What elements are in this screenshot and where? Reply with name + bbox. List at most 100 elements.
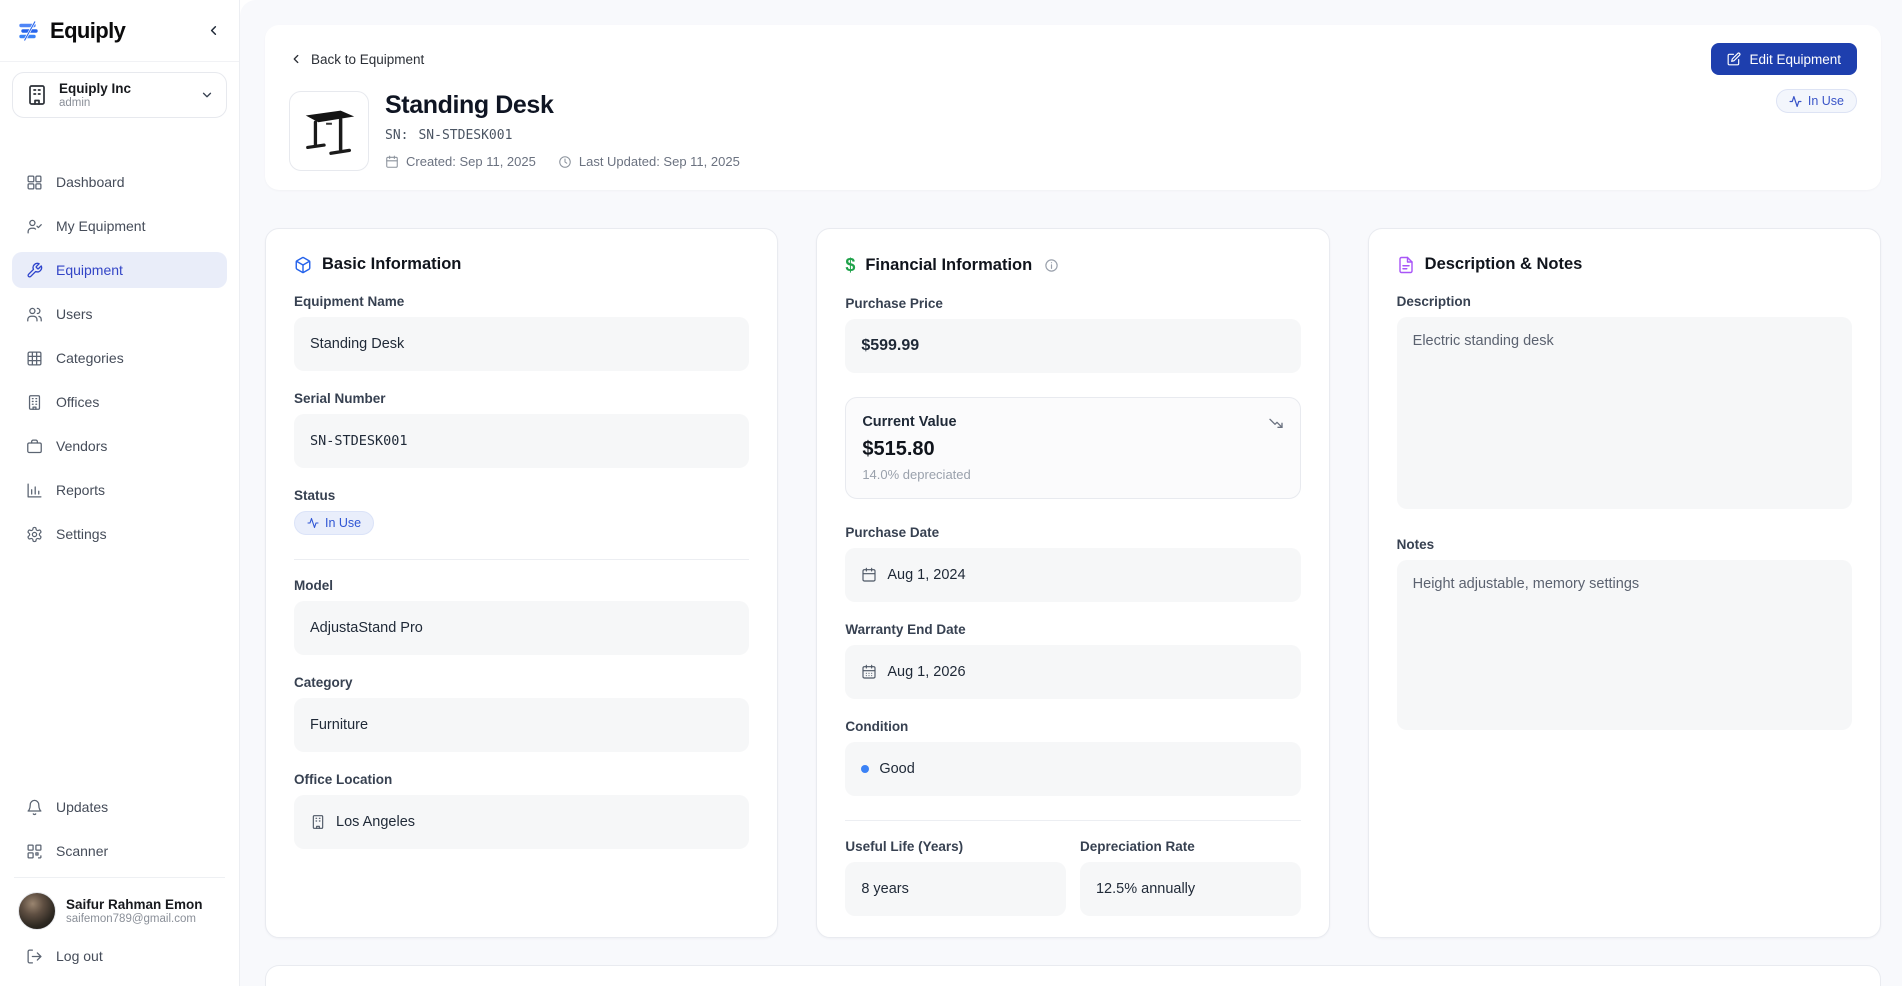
org-name: Equiply Inc (59, 81, 132, 96)
users-icon (26, 306, 43, 323)
field-label: Purchase Price (845, 296, 943, 311)
model-field: AdjustaStand Pro (294, 601, 750, 655)
sidebar-item-dashboard[interactable]: Dashboard (12, 164, 227, 200)
card-title: Basic Information (322, 255, 462, 273)
user-profile[interactable]: Saifur Rahman Emon saifemon789@gmail.com (12, 888, 227, 938)
equiply-logo-icon (16, 17, 44, 45)
chevron-left-icon (289, 52, 303, 66)
calendar-icon (861, 567, 877, 583)
field-label: Notes (1396, 537, 1435, 552)
created-date: Created: Sep 11, 2025 (385, 154, 536, 169)
calendar-days-icon (861, 664, 877, 680)
brand-name: Equiply (50, 17, 126, 43)
page-title: Standing Desk (385, 91, 554, 119)
sidebar-item-vendors[interactable]: Vendors (12, 428, 227, 464)
office-location-field: Los Angeles (294, 795, 750, 849)
logout-label: Log out (56, 948, 103, 964)
grid-icon (26, 350, 43, 367)
org-selector[interactable]: Equiply Inc admin (12, 72, 227, 118)
condition-dot-icon (861, 765, 870, 773)
activity-icon (1789, 95, 1802, 108)
category-field: Furniture (294, 698, 750, 752)
building-icon (310, 814, 326, 830)
serial-number-row: SN: SN-STDESK001 (385, 128, 513, 143)
sidebar-item-equipment[interactable]: Equipment (12, 252, 227, 288)
bar-chart-icon (26, 482, 43, 499)
card-title: Financial Information (865, 256, 1033, 274)
info-icon[interactable] (1044, 258, 1059, 273)
sidebar-item-label: My Equipment (56, 218, 146, 234)
sidebar-item-label: Categories (56, 350, 124, 366)
edit-equipment-button[interactable]: Edit Equipment (1711, 43, 1857, 75)
sidebar-item-label: Offices (56, 394, 100, 410)
sidebar-item-label: Vendors (56, 438, 108, 454)
serial-number-value: SN-STDESK001 (418, 128, 513, 143)
serial-number-field: SN-STDESK001 (294, 414, 750, 468)
sidebar-item-scanner[interactable]: Scanner (12, 833, 227, 869)
trending-down-icon (1268, 414, 1284, 430)
user-check-icon (26, 218, 43, 235)
basic-information-card: Basic Information Equipment Name Standin… (265, 228, 779, 938)
sidebar-item-updates[interactable]: Updates (12, 789, 227, 825)
divider (294, 559, 750, 560)
useful-life-field: 8 years (845, 862, 1066, 916)
clock-icon (558, 155, 572, 169)
description-field: Electric standing desk (1396, 317, 1852, 509)
divider (845, 820, 1301, 821)
org-building-icon (25, 83, 49, 107)
field-label: Status (294, 488, 336, 503)
notes-field: Height adjustable, memory settings (1396, 560, 1852, 730)
purchase-price-field: $599.99 (845, 319, 1301, 373)
depreciation-note: 14.0% depreciated (862, 467, 971, 482)
status-badge: In Use (294, 511, 375, 535)
logo-row: Equiply (0, 0, 239, 62)
depreciation-rate-field: 12.5% annually (1079, 862, 1301, 916)
standing-desk-image (305, 110, 355, 155)
next-section-card (265, 965, 1881, 986)
card-title: Description & Notes (1424, 255, 1583, 273)
sidebar-item-label: Users (56, 306, 93, 322)
current-value-panel: Current Value $515.80 14.0% depreciated (845, 397, 1301, 499)
sidebar-item-reports[interactable]: Reports (12, 472, 227, 508)
condition-field: Good (845, 742, 1301, 796)
sidebar-collapse-button[interactable] (206, 23, 221, 38)
back-to-equipment-link[interactable]: Back to Equipment (289, 52, 424, 67)
briefcase-icon (26, 438, 43, 455)
sidebar-item-settings[interactable]: Settings (12, 516, 227, 552)
equipment-thumbnail (289, 91, 369, 171)
sidebar-item-label: Dashboard (56, 174, 125, 190)
package-icon (294, 256, 312, 274)
sidebar-item-users[interactable]: Users (12, 296, 227, 332)
sidebar-item-label: Settings (56, 526, 107, 542)
chevron-down-icon (200, 88, 214, 102)
field-label: Model (294, 578, 333, 593)
field-label: Condition (845, 719, 909, 734)
financial-information-card: $ Financial Information Purchase Price $… (816, 228, 1330, 938)
field-label: Equipment Name (294, 294, 405, 309)
user-name: Saifur Rahman Emon (66, 897, 203, 912)
gear-icon (26, 526, 43, 543)
sidebar: Equiply Equiply Inc admin Dashboard (0, 0, 240, 986)
file-text-icon (1397, 256, 1415, 274)
sidebar-nav: Dashboard My Equipment Equipment Users C… (0, 118, 239, 560)
warranty-end-date-field: Aug 1, 2026 (845, 645, 1301, 699)
building-icon (26, 394, 43, 411)
purchase-date-field: Aug 1, 2024 (845, 548, 1301, 602)
avatar (18, 892, 56, 930)
sidebar-item-categories[interactable]: Categories (12, 340, 227, 376)
field-label: Purchase Date (845, 525, 940, 540)
sidebar-item-label: Scanner (56, 843, 109, 859)
field-label: Useful Life (Years) (845, 839, 964, 854)
qr-code-icon (26, 843, 43, 860)
dashboard-icon (26, 174, 43, 191)
field-label: Description (1396, 294, 1471, 309)
sidebar-item-label: Equipment (56, 262, 123, 278)
sidebar-item-label: Updates (56, 799, 109, 815)
user-email: saifemon789@gmail.com (66, 913, 196, 925)
edit-icon (1727, 52, 1741, 66)
logout-button[interactable]: Log out (12, 938, 227, 974)
field-label: Category (294, 675, 353, 690)
sidebar-item-my-equipment[interactable]: My Equipment (12, 208, 227, 244)
sidebar-item-offices[interactable]: Offices (12, 384, 227, 420)
last-updated-date: Last Updated: Sep 11, 2025 (558, 154, 740, 169)
